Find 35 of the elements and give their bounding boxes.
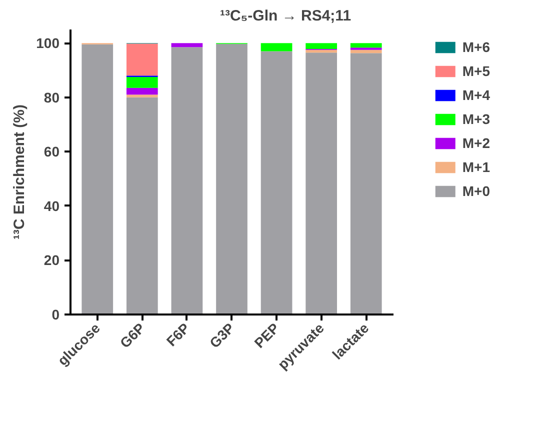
y-tick-label: 80 (44, 89, 60, 106)
bar (126, 94, 158, 98)
bar (126, 88, 158, 95)
legend-label: M+1 (462, 159, 490, 175)
bar (306, 43, 338, 50)
bar (82, 44, 114, 314)
y-tick-label: 0 (52, 306, 60, 322)
x-tick-label: G6P (116, 320, 148, 351)
bar (260, 51, 292, 314)
bar (350, 53, 382, 314)
chart-title: ¹³C₅-Gln → RS4;11 (220, 8, 352, 24)
bar (350, 50, 382, 54)
y-tick-label: 40 (44, 198, 60, 214)
legend-label: M+5 (462, 63, 490, 79)
bar (306, 52, 338, 314)
bar (126, 97, 158, 314)
bar (171, 47, 203, 314)
bar (126, 44, 158, 76)
legend-label: M+3 (462, 111, 490, 127)
bar (350, 43, 382, 48)
bar (126, 77, 158, 88)
legend-label: M+0 (462, 183, 490, 199)
x-tick-label: G3P (206, 320, 238, 351)
y-axis-title: ¹³C Enrichment (%) (11, 104, 28, 240)
y-tick-label: 100 (36, 35, 60, 52)
y-tick-label: 20 (44, 252, 60, 268)
bar (216, 44, 248, 314)
legend-label: M+4 (462, 87, 490, 103)
legend-label: M+6 (462, 39, 490, 55)
bar (171, 43, 203, 48)
y-tick-label: 60 (44, 144, 60, 160)
bar (306, 50, 338, 53)
bar (260, 43, 292, 52)
x-tick-label: F6P (163, 320, 193, 350)
legend-label: M+2 (462, 135, 490, 151)
